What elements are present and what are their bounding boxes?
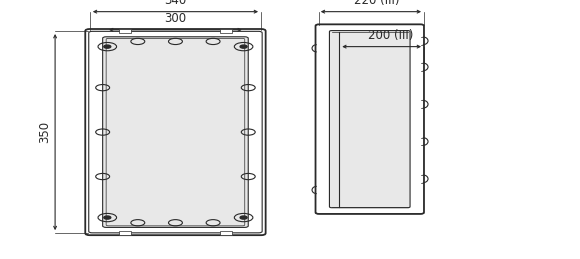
FancyBboxPatch shape [329,31,410,208]
FancyBboxPatch shape [89,31,262,233]
FancyBboxPatch shape [103,37,248,227]
Circle shape [240,45,247,48]
Bar [119,29,130,33]
Bar [220,231,232,235]
Circle shape [104,216,111,219]
Text: 340: 340 [164,0,187,7]
FancyBboxPatch shape [106,38,245,226]
Bar [119,231,130,235]
Text: 200 (III): 200 (III) [368,29,413,42]
FancyBboxPatch shape [316,24,424,214]
Circle shape [240,216,247,219]
Text: 220 (III): 220 (III) [354,0,400,7]
Text: 350: 350 [38,121,51,143]
Text: 300: 300 [164,12,187,25]
Circle shape [104,45,111,48]
Bar [220,29,232,33]
FancyBboxPatch shape [85,29,266,235]
